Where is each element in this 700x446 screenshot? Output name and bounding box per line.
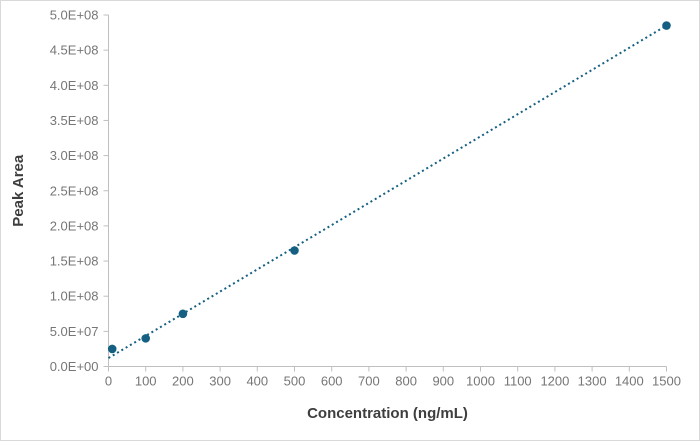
y-axis-tick-label: 2.0E+08 [50, 218, 99, 233]
trendline [107, 24, 668, 359]
x-axis-title: Concentration (ng/mL) [307, 405, 468, 422]
data-point [178, 309, 188, 319]
x-axis-tick-label: 1300 [578, 374, 607, 389]
x-axis-tick-label: 800 [395, 374, 417, 389]
axes-layer: 0.0E+00 5.0E+07 1.0E+08 1.5E+08 2.0E+08 2.5E+… [50, 8, 681, 389]
x-axis-tick-label: 400 [246, 374, 268, 389]
y-axis-tick-label: 1.5E+08 [50, 254, 99, 269]
series-layer [107, 21, 671, 359]
y-axis-tick-label: 2.5E+08 [50, 183, 99, 198]
x-axis-tick-label: 1500 [652, 374, 681, 389]
x-axis-tick-label: 1200 [540, 374, 569, 389]
y-axis-tick-label: 5.0E+08 [50, 8, 99, 23]
data-point [662, 21, 671, 30]
x-axis-tick-label: 200 [172, 374, 194, 389]
x-axis-tick-label: 600 [321, 374, 343, 389]
x-axis-tick-label: 500 [284, 374, 306, 389]
data-point [290, 246, 299, 255]
x-axis-tick-label: 700 [358, 374, 380, 389]
x-axis-tick-label: 900 [432, 374, 454, 389]
x-axis-tick-label: 1100 [504, 374, 532, 389]
y-axis-tick-label: 4.0E+08 [50, 78, 99, 93]
data-point [107, 344, 117, 354]
y-axis-tick-label: 0.0E+00 [50, 359, 99, 374]
y-axis-title: Peak Area [10, 154, 27, 227]
x-axis-tick-label: 300 [209, 374, 231, 389]
x-axis-tick-label: 0 [105, 374, 112, 389]
x-axis-tick-label: 1400 [615, 374, 644, 389]
y-axis-tick-label: 3.5E+08 [50, 113, 99, 128]
data-point [141, 334, 150, 343]
y-axis-tick-label: 1.0E+08 [50, 289, 99, 304]
y-axis-tick-label: 3.0E+08 [50, 148, 99, 163]
x-axis-tick-label: 100 [135, 374, 157, 389]
y-axis-tick-label: 4.5E+08 [50, 43, 99, 58]
x-axis-tick-label: 1000 [466, 374, 495, 389]
y-axis-tick-label: 5.0E+07 [50, 324, 99, 339]
